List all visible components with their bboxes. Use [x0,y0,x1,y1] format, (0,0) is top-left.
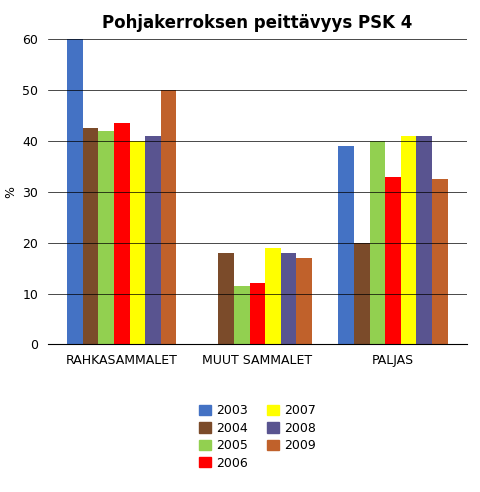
Bar [264,248,280,344]
Title: Pohjakerroksen peittävyys PSK 4: Pohjakerroksen peittävyys PSK 4 [102,14,412,32]
Bar [83,128,98,344]
Bar [353,243,369,344]
Bar [218,253,233,344]
Bar [431,179,446,344]
Bar [280,253,296,344]
Bar [296,258,311,344]
Bar [114,123,129,344]
Bar [384,177,400,344]
Bar [98,131,114,344]
Bar [337,146,353,344]
Bar [249,283,264,344]
Legend: 2003, 2004, 2005, 2006, 2007, 2008, 2009: 2003, 2004, 2005, 2006, 2007, 2008, 2009 [193,400,321,475]
Bar [233,286,249,344]
Y-axis label: %: % [4,186,17,198]
Bar [67,39,83,344]
Bar [129,141,145,344]
Bar [145,136,160,344]
Bar [416,136,431,344]
Bar [400,136,416,344]
Bar [160,90,176,344]
Bar [369,141,384,344]
